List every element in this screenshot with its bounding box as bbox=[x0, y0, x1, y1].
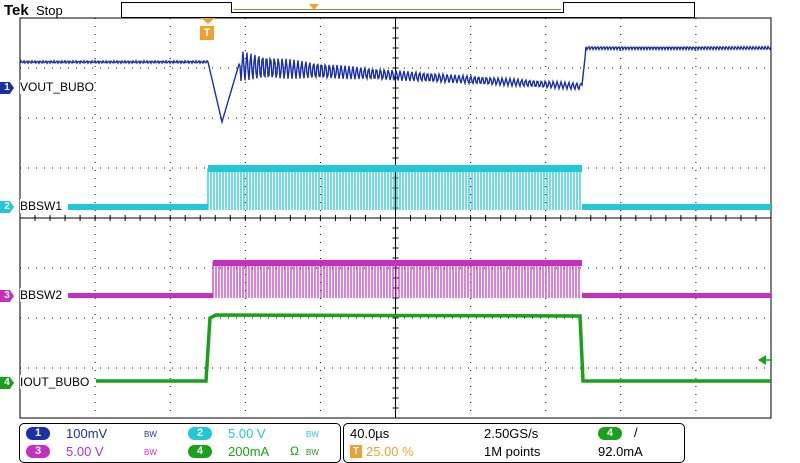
channel-3-switching bbox=[212, 262, 580, 298]
ch4-input-termination: Ω bbox=[290, 444, 299, 458]
ch4-bandwidth-limit: BW bbox=[306, 448, 319, 457]
channel-2-marker[interactable]: 2 bbox=[0, 201, 14, 213]
ch3-scale[interactable]: 5.00 V bbox=[66, 444, 104, 459]
channel-3-trace-low bbox=[582, 293, 771, 298]
channel-4-trace bbox=[96, 313, 771, 383]
channel-4-name: IOUT_BUBO bbox=[20, 375, 90, 389]
channel-2-trace-low bbox=[582, 204, 771, 210]
trigger-source-badge[interactable]: 4 bbox=[598, 427, 622, 440]
record-length[interactable]: 1M points bbox=[484, 444, 541, 459]
graticule bbox=[19, 17, 772, 419]
ch1-scale[interactable]: 100mV bbox=[66, 426, 108, 441]
ch3-badge[interactable]: 3 bbox=[26, 445, 50, 458]
channel-1-marker[interactable]: 1 bbox=[0, 82, 14, 94]
view-window-indicator[interactable] bbox=[231, 2, 564, 13]
trigger-slope-icon[interactable]: / bbox=[634, 425, 638, 440]
ch4-scale[interactable]: 200mA bbox=[228, 444, 270, 459]
brand-logo: Tek bbox=[4, 2, 29, 19]
horizontal-scale[interactable]: 40.0µs bbox=[350, 426, 390, 441]
acquisition-state: Stop bbox=[36, 3, 63, 18]
ch2-bandwidth-limit: BW bbox=[306, 430, 319, 439]
channel-3-marker[interactable]: 3 bbox=[0, 290, 14, 302]
channel-1-trace bbox=[19, 45, 772, 125]
timebase-trigger-panel: 40.0µs T 25.00 % 2.50GS/s 1M points 4 / … bbox=[343, 423, 685, 463]
channel-4-marker[interactable]: 4 bbox=[0, 377, 14, 389]
ch1-bandwidth-limit: BW bbox=[144, 430, 157, 439]
scope-markers bbox=[201, 4, 772, 365]
ch2-badge[interactable]: 2 bbox=[188, 427, 212, 440]
channel-settings-panel: 1 100mV BW 2 5.00 V BW 3 5.00 V BW 4 200… bbox=[19, 423, 341, 463]
channel-3-trace-high bbox=[213, 260, 582, 266]
ch2-scale[interactable]: 5.00 V bbox=[228, 426, 266, 441]
ch3-bandwidth-limit: BW bbox=[144, 448, 157, 457]
ch4-badge[interactable]: 4 bbox=[188, 445, 212, 458]
trigger-position-icon: T bbox=[350, 445, 362, 458]
trigger-pointer-icon bbox=[201, 18, 215, 24]
channel-1-name: VOUT_BUBO bbox=[20, 80, 95, 94]
waveforms bbox=[19, 45, 772, 383]
channel-2-trace-high bbox=[208, 165, 582, 172]
view-center-pointer-icon bbox=[309, 4, 319, 10]
trigger-position-marker[interactable]: T bbox=[200, 26, 214, 40]
ch1-badge[interactable]: 1 bbox=[26, 427, 50, 440]
channel-2-switching bbox=[207, 168, 581, 210]
trigger-level[interactable]: 92.0mA bbox=[598, 444, 643, 459]
sample-rate[interactable]: 2.50GS/s bbox=[484, 426, 539, 441]
channel-3-name: BBSW2 bbox=[20, 288, 63, 302]
channel-2-trace-low bbox=[68, 204, 208, 210]
trigger-position-percent[interactable]: 25.00 % bbox=[366, 444, 414, 459]
channel-3-trace-low bbox=[68, 293, 213, 298]
trigger-level-arrow-icon bbox=[758, 355, 766, 365]
channel-2-name: BBSW1 bbox=[20, 199, 63, 213]
